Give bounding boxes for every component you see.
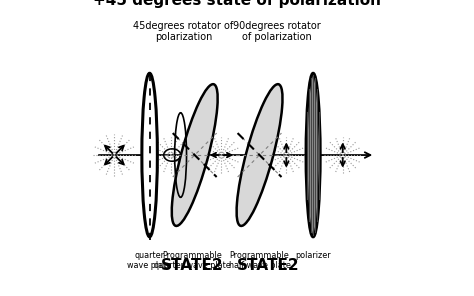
Ellipse shape [142, 73, 157, 237]
Text: polarizer: polarizer [295, 251, 331, 260]
Ellipse shape [306, 73, 320, 237]
Text: STATE2: STATE2 [161, 258, 223, 274]
Text: +45 degrees state of polarization: +45 degrees state of polarization [93, 0, 381, 9]
Ellipse shape [237, 84, 283, 226]
Text: Programmable
half wave plate: Programmable half wave plate [228, 251, 291, 270]
Text: 45degrees rotator of
polarization: 45degrees rotator of polarization [133, 21, 234, 42]
Text: 90degrees rotator
of polarization: 90degrees rotator of polarization [233, 21, 320, 42]
Ellipse shape [172, 84, 218, 226]
Text: STATE2: STATE2 [237, 258, 299, 274]
Text: quarter
wave plate: quarter wave plate [128, 251, 172, 270]
Text: Programmable
quarter wave plate: Programmable quarter wave plate [154, 251, 230, 270]
